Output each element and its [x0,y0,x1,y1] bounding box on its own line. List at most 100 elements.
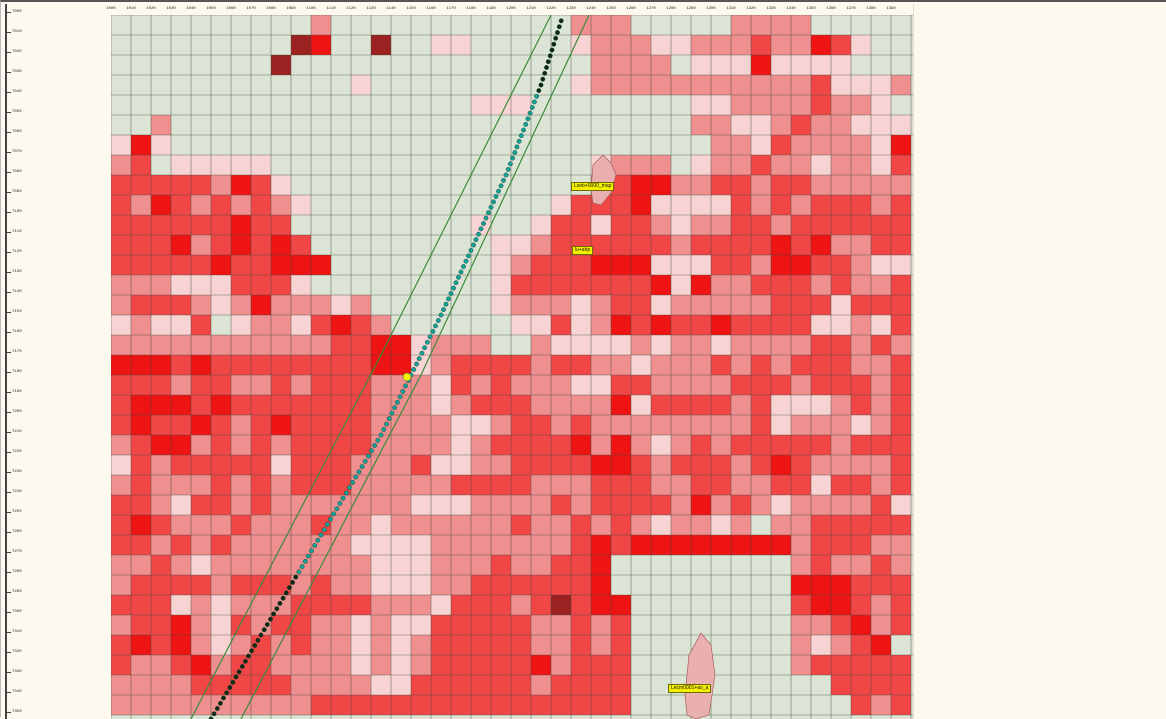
wellbore-point [507,161,513,167]
wellbore-point [505,166,511,172]
grid-cell [811,115,831,135]
grid-cell [351,675,371,695]
ruler-tick-label: 7150 [12,310,22,314]
grid-cell [171,195,191,215]
grid-cell [711,415,731,435]
grid-cell [491,475,511,495]
wellbore-point [296,569,302,575]
grid-cell [851,355,871,375]
grid-cell [771,535,791,555]
grid-cell [391,395,411,415]
grid-cell [751,375,771,395]
map-label-top[interactable]: Lseb+0000_map [571,182,615,191]
grid-cell [631,215,651,235]
grid-cell [291,635,311,655]
ruler-tick [5,572,11,573]
grid-cell [551,315,571,335]
grid-cell [131,555,151,575]
grid-cell [831,535,851,555]
grid-cell [191,555,211,575]
grid-cell [291,195,311,215]
grid-cell [491,695,511,715]
grid-cell [231,595,251,615]
grid-cell [151,575,171,595]
grid-cell [651,75,671,95]
wellbore-point [258,632,264,638]
grid-cell [651,415,671,435]
wellbore-point [286,585,292,590]
grid-cell [491,495,511,515]
grid-cell [151,135,171,155]
grid-cell [811,75,831,95]
grid-cell [411,555,431,575]
grid-cell [391,655,411,675]
wellbore-point [486,210,491,216]
wellbore-point [392,405,397,411]
grid-cell [191,295,211,315]
grid-cell [211,535,231,555]
grid-cell [451,515,471,535]
grid-cell [611,615,631,635]
grid-cell [371,395,391,415]
ruler-tick-label: 7010 [12,30,22,34]
grid-cell [391,495,411,515]
grid-cell [691,515,711,535]
grid-cell [771,55,791,75]
grid-cell [811,455,831,475]
grid-cell [611,415,631,435]
grid-cell [811,475,831,495]
grid-lines [111,15,913,719]
grid-cell [311,375,331,395]
wellbore-point [375,437,381,443]
grid-cell [671,35,691,55]
wellbore-point [461,264,466,269]
grid-cell [791,235,811,255]
grid-cell [631,195,651,215]
grid-cell [131,635,151,655]
grid-cell [731,435,751,455]
grid-cell [271,275,291,295]
grid-cell [531,435,551,455]
grid-cell [611,395,631,415]
grid-cell [231,415,251,435]
top-axis-label: 1260 [626,7,636,11]
wellbore-point [529,105,535,110]
grid-cell [351,515,371,535]
grid-cell [591,415,611,435]
wellbore-point [468,247,474,253]
grid-cell [771,295,791,315]
grid-cell [591,695,611,715]
map-label-middle[interactable]: lu+ahp [572,246,594,255]
grid-cell [151,295,171,315]
grid-cell [771,455,791,475]
map-label-bottom[interactable]: Lecm0001+ao_a [668,684,712,693]
grid-cell [111,495,131,515]
grid-cell [271,515,291,535]
grid-cell [151,215,171,235]
grid-cell [491,235,511,255]
grid-cell [811,175,831,195]
grid-cell [411,595,431,615]
grid-map-canvas[interactable] [111,15,913,719]
grid-cell [791,595,811,615]
grid-cell [131,375,151,395]
grid-cell [351,535,371,555]
top-axis-label: 1250 [606,7,616,11]
grid-cell [431,515,451,535]
grid-cell [831,215,851,235]
grid-cell [891,375,911,395]
grid-cell [171,555,191,575]
grid-cell [791,215,811,235]
grid-cell [671,75,691,95]
grid-cell [631,175,651,195]
grid-cell [291,375,311,395]
grid-cell [271,435,291,455]
grid-cell [471,435,491,455]
grid-cell [131,535,151,555]
grid-cell [391,415,411,435]
wellbore-point [340,495,346,501]
grid-cell [211,455,231,475]
grid-cell [651,395,671,415]
grid-cell [771,195,791,215]
map-viewport[interactable]: Lseb+0000_map lu+ahp Lecm0001+ao_a [111,15,913,719]
